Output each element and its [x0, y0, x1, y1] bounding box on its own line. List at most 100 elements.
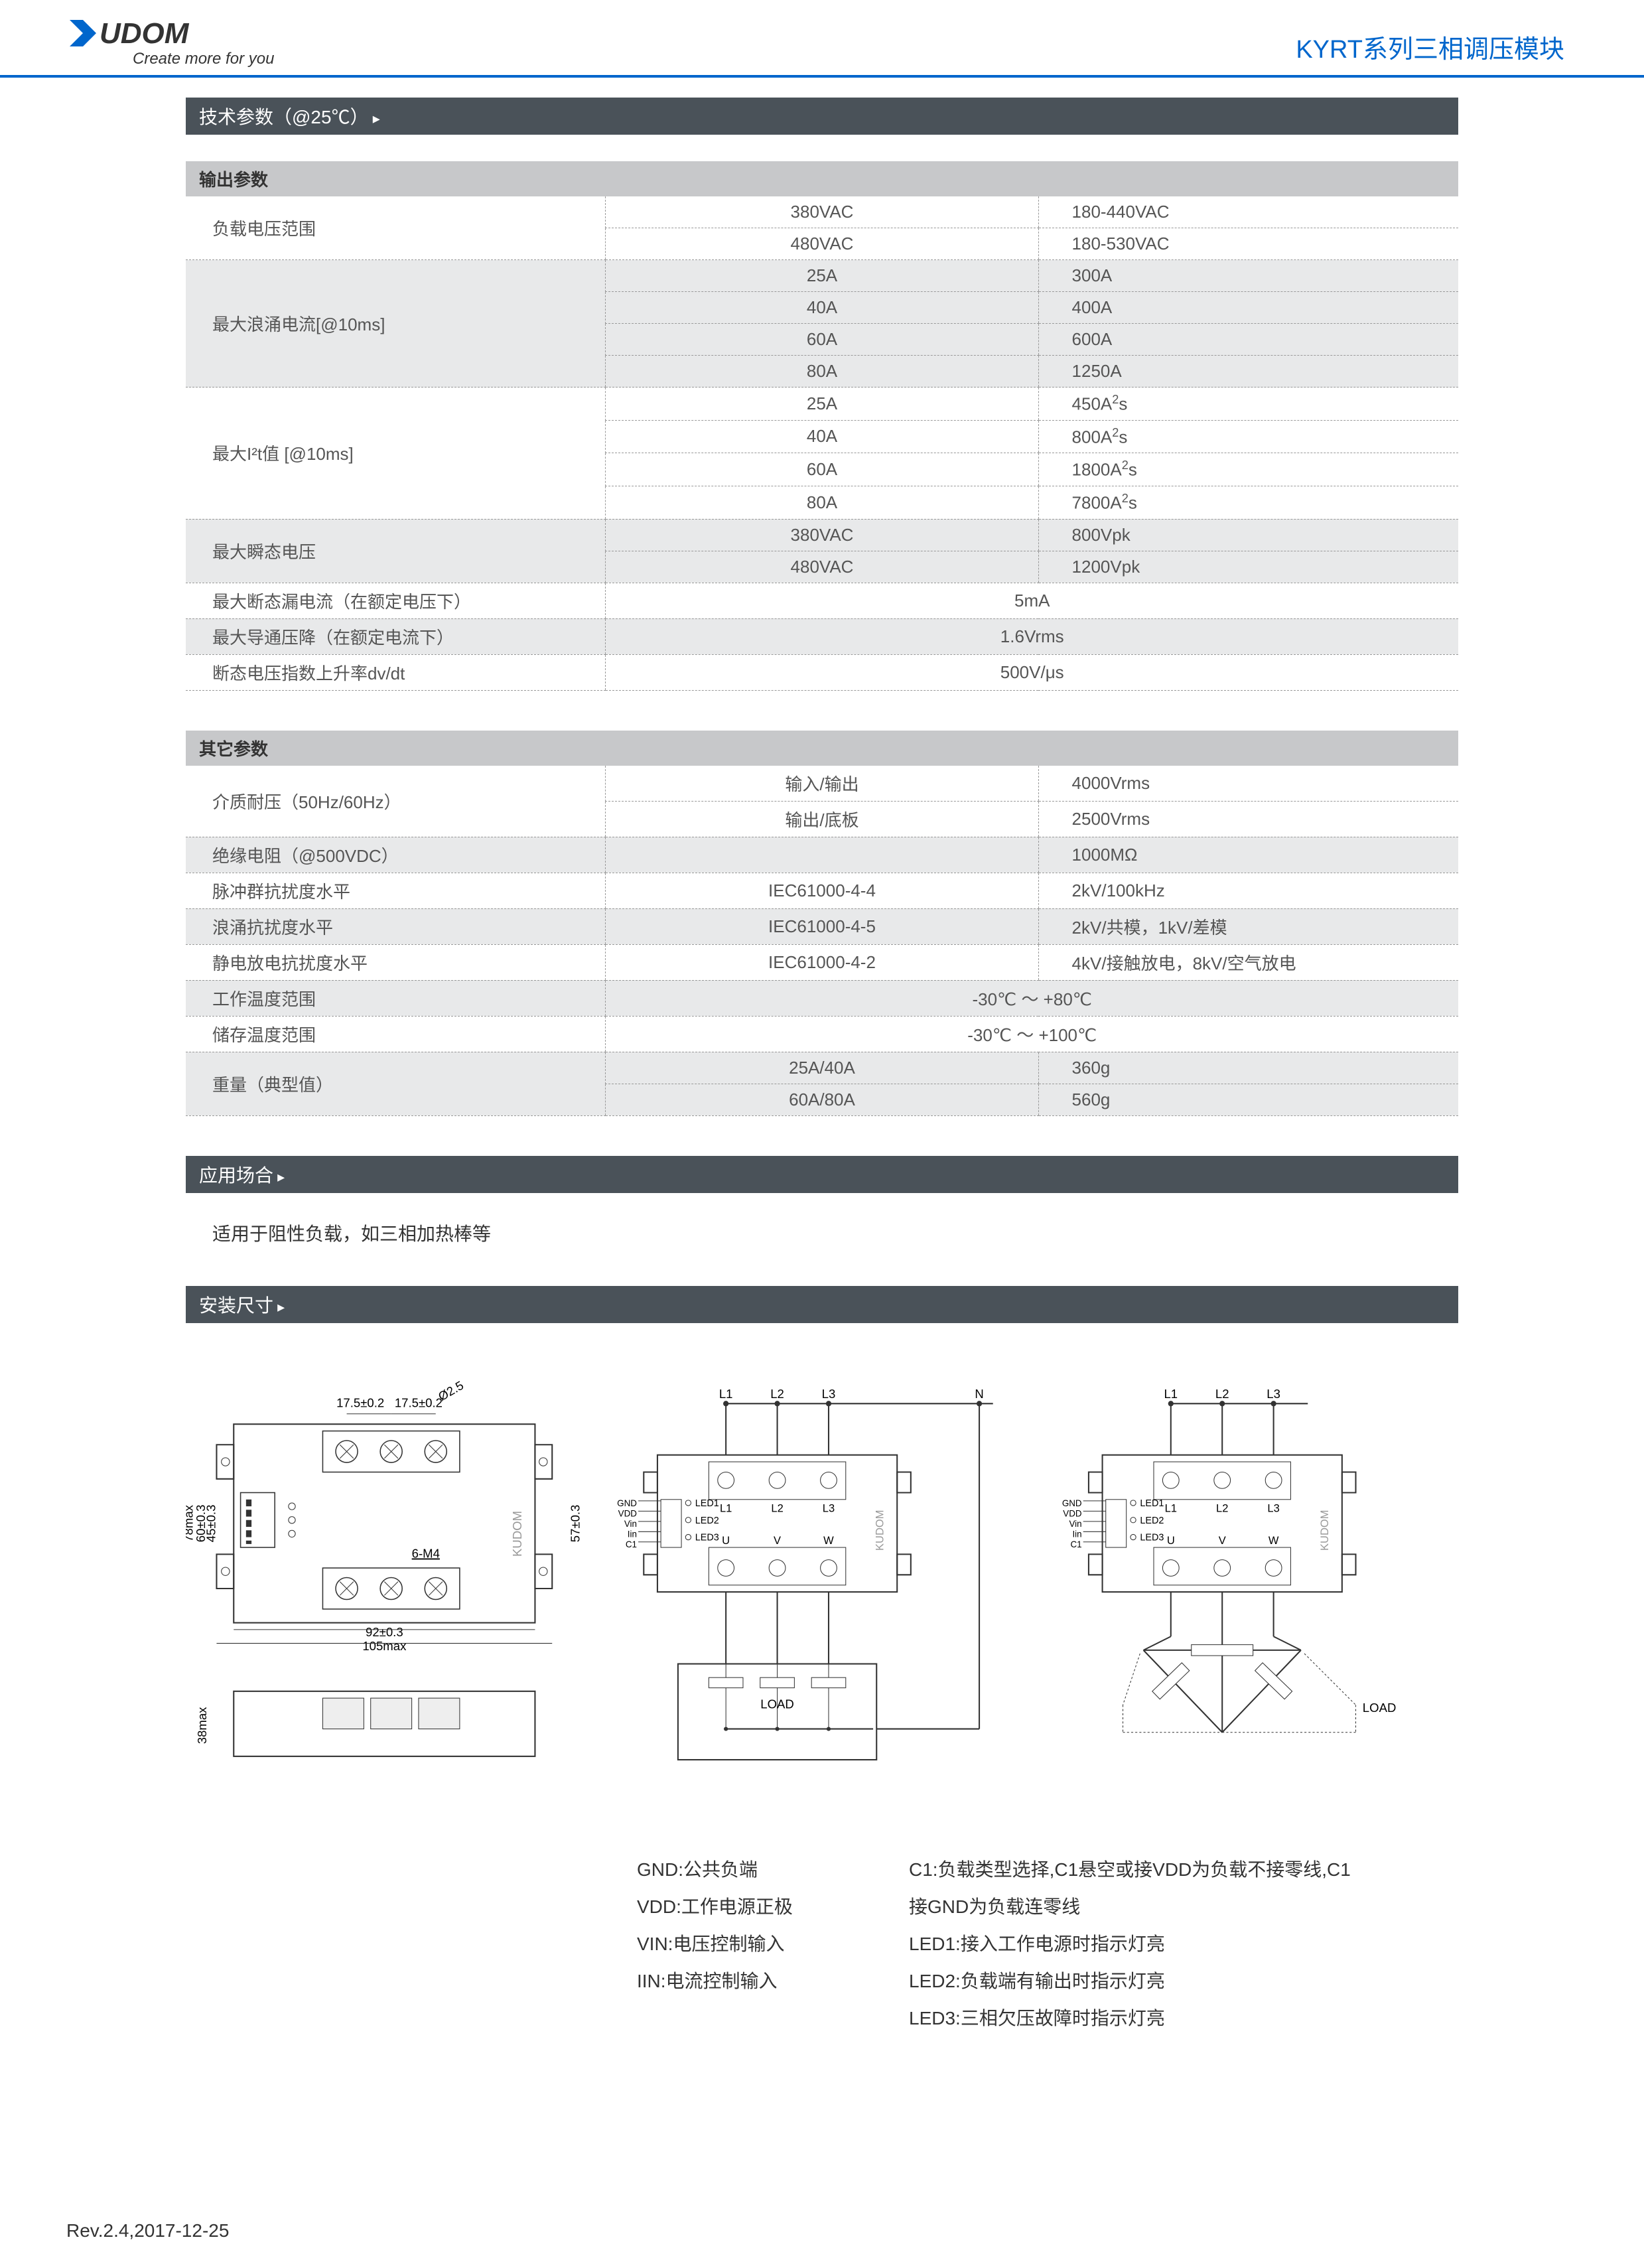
pin-definitions-right: C1:负载类型选择,C1悬空或接VDD为负载不接零线,C1接GND为负载连零线 L… — [909, 1851, 1351, 2037]
pin-definitions-left: GND:公共负端VDD:工作电源正极VIN:电压控制输入IIN:电流控制输入 — [637, 1851, 869, 2037]
svg-text:17.5±0.2: 17.5±0.2 — [336, 1395, 384, 1409]
pin-def-item: LED2:负载端有输出时指示灯亮 — [909, 1963, 1351, 2000]
svg-text:LED2: LED2 — [695, 1516, 719, 1526]
svg-text:L1: L1 — [1164, 1387, 1178, 1401]
table-cell-value: 60A/80A — [606, 1084, 1038, 1115]
output-params-title: 输出参数 — [186, 161, 1458, 196]
svg-text:LOAD: LOAD — [1362, 1700, 1396, 1714]
table-cell-value — [606, 837, 1038, 873]
table-cell-value: 7800A2s — [1038, 486, 1458, 519]
svg-text:VDD: VDD — [1063, 1508, 1082, 1518]
svg-text:LED1: LED1 — [695, 1498, 719, 1509]
table-cell-value: 1800A2s — [1038, 453, 1458, 486]
table-cell-value: 180-440VAC — [1038, 196, 1458, 228]
svg-text:Vin: Vin — [624, 1519, 637, 1529]
svg-text:6-M4: 6-M4 — [412, 1546, 440, 1560]
table-cell-label: 静电放电抗扰度水平 — [186, 944, 606, 980]
table-cell-value: 1000MΩ — [1038, 837, 1458, 873]
svg-text:L2: L2 — [771, 1387, 785, 1401]
table-cell-value: 600A — [1038, 324, 1458, 356]
table-cell-value: 800Vpk — [1038, 519, 1458, 551]
pin-def-item: C1:负载类型选择,C1悬空或接VDD为负载不接零线,C1 — [909, 1851, 1351, 1888]
svg-text:Iin: Iin — [1072, 1529, 1081, 1539]
dimensions-section-bar: 安装尺寸 — [186, 1286, 1458, 1323]
table-cell-value: 380VAC — [606, 519, 1038, 551]
table-cell-label: 最大导通压降（在额定电流下） — [186, 618, 606, 654]
svg-text:N: N — [975, 1387, 984, 1401]
tech-params-section-bar: 技术参数（@25℃） — [186, 98, 1458, 135]
svg-text:U: U — [722, 1535, 730, 1547]
svg-text:L3: L3 — [1267, 1502, 1279, 1514]
table-cell-value: 300A — [1038, 260, 1458, 292]
table-cell-value: 40A — [606, 420, 1038, 453]
other-params-title: 其它参数 — [186, 731, 1458, 766]
table-cell-value: 4kV/接触放电，8kV/空气放电 — [1038, 944, 1458, 980]
table-cell-value: 60A — [606, 324, 1038, 356]
wiring-diagram-delta: L1 L2 L3 L1 L2 L3 U — [1048, 1376, 1458, 1825]
table-cell-value: -30℃ ～ +80℃ — [606, 980, 1458, 1016]
pin-def-item: GND:公共负端 — [637, 1851, 869, 1888]
table-cell-value: 500V/μs — [606, 654, 1458, 690]
svg-text:L2: L2 — [1215, 1387, 1229, 1401]
page-footer: Rev.2.4,2017-12-25 — [66, 2220, 229, 2241]
table-cell-value: 25A/40A — [606, 1052, 1038, 1084]
svg-text:LED2: LED2 — [1140, 1516, 1164, 1526]
application-text: 适用于阻性负载，如三相加热棒等 — [186, 1220, 1458, 1246]
svg-text:KUDOM: KUDOM — [1319, 1510, 1331, 1550]
svg-text:LED3: LED3 — [695, 1532, 719, 1543]
table-cell-value: 380VAC — [606, 196, 1038, 228]
svg-text:L2: L2 — [772, 1502, 784, 1514]
table-cell-value: 480VAC — [606, 551, 1038, 583]
kudom-logo: UDOM — [66, 13, 265, 53]
svg-text:L3: L3 — [822, 1387, 836, 1401]
content-area: 技术参数（@25℃） 输出参数 负载电压范围380VAC180-440VAC48… — [0, 78, 1644, 2057]
pin-def-item: VIN:电压控制输入 — [637, 1926, 869, 1963]
table-cell-value: 25A — [606, 260, 1038, 292]
table-cell-value: 80A — [606, 356, 1038, 388]
svg-text:UDOM: UDOM — [100, 17, 190, 50]
pin-def-item: IIN:电流控制输入 — [637, 1963, 869, 2000]
svg-text:L1: L1 — [720, 1502, 732, 1514]
table-cell-value: 180-530VAC — [1038, 228, 1458, 260]
table-cell-label: 浪涌抗扰度水平 — [186, 908, 606, 944]
svg-text:17.5±0.2: 17.5±0.2 — [395, 1395, 443, 1409]
pin-def-item: 接GND为负载连零线 — [909, 1888, 1351, 1926]
table-cell-value: 480VAC — [606, 228, 1038, 260]
diagrams-row: KUDOM 17.5±0.2 17.5±0.2 Ø2.5 78max 60±0.… — [186, 1376, 1458, 1825]
table-cell-label: 负载电压范围 — [186, 196, 606, 260]
svg-text:W: W — [1268, 1535, 1278, 1547]
table-cell-value: IEC61000-4-4 — [606, 873, 1038, 908]
table-cell-value: 560g — [1038, 1084, 1458, 1115]
table-cell-value: 360g — [1038, 1052, 1458, 1084]
svg-text:Iin: Iin — [628, 1529, 637, 1539]
product-title: KYRT系列三相调压模块 — [1296, 29, 1564, 65]
svg-text:L3: L3 — [823, 1502, 835, 1514]
logo-section: UDOM Create more for you — [66, 13, 274, 68]
table-cell-value: 2kV/共模，1kV/差模 — [1038, 908, 1458, 944]
table-cell-value: 800A2s — [1038, 420, 1458, 453]
svg-text:L1: L1 — [719, 1387, 733, 1401]
table-cell-value: 40A — [606, 292, 1038, 324]
svg-text:W: W — [824, 1535, 835, 1547]
svg-text:L3: L3 — [1267, 1387, 1280, 1401]
svg-text:Vin: Vin — [1069, 1519, 1081, 1529]
table-cell-label: 最大浪涌电流[@10ms] — [186, 260, 606, 388]
mechanical-diagram: KUDOM 17.5±0.2 17.5±0.2 Ø2.5 78max 60±0.… — [186, 1376, 596, 1825]
table-cell-label: 储存温度范围 — [186, 1016, 606, 1052]
table-cell-label: 断态电压指数上升率dv/dt — [186, 654, 606, 690]
output-params-table: 输出参数 负载电压范围380VAC180-440VAC480VAC180-530… — [186, 161, 1458, 691]
svg-text:38max: 38max — [195, 1706, 209, 1743]
svg-text:GND: GND — [1062, 1498, 1081, 1508]
table-cell-label: 工作温度范围 — [186, 980, 606, 1016]
svg-text:U: U — [1166, 1535, 1174, 1547]
table-cell-value: 2kV/100kHz — [1038, 873, 1458, 908]
table-cell-label: 绝缘电阻（@500VDC） — [186, 837, 606, 873]
svg-text:V: V — [1218, 1535, 1225, 1547]
svg-text:C1: C1 — [626, 1539, 637, 1549]
svg-text:105max: 105max — [362, 1639, 407, 1653]
table-cell-value: 5mA — [606, 583, 1458, 618]
table-cell-label: 重量（典型值） — [186, 1052, 606, 1115]
table-cell-label: 最大I²t值 [@10ms] — [186, 388, 606, 520]
svg-text:GND: GND — [617, 1498, 637, 1508]
table-cell-value: 450A2s — [1038, 388, 1458, 421]
